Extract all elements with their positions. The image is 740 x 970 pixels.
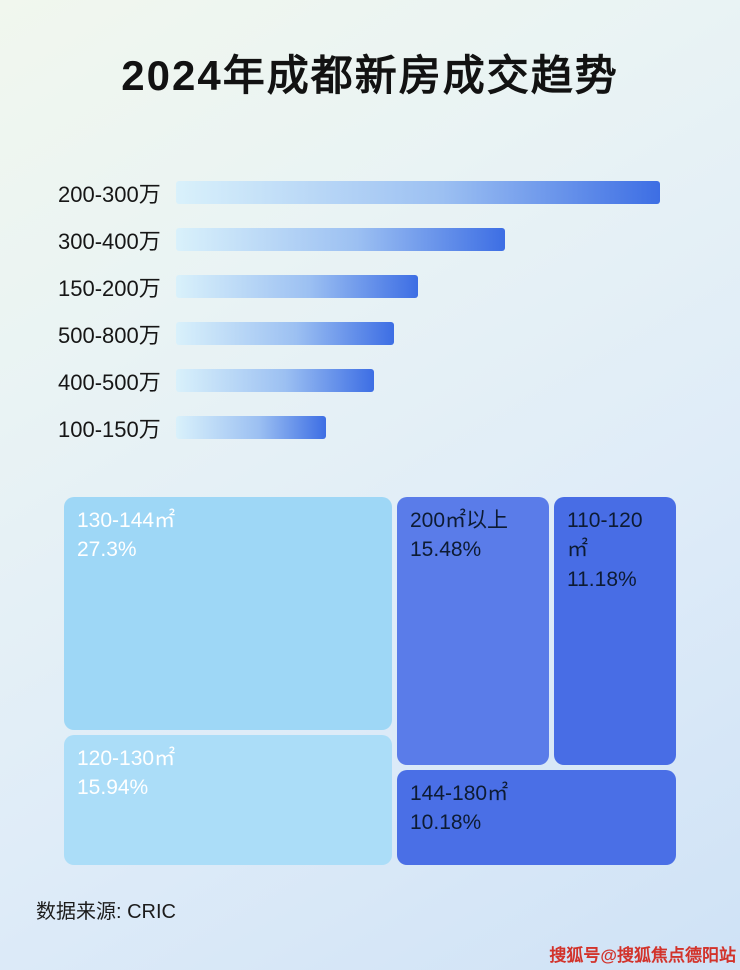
bar (176, 181, 660, 204)
bar-category-label: 200-300万 (58, 181, 161, 207)
bar-row: 300-400万 (58, 216, 660, 263)
bar-track (176, 416, 660, 439)
bar-row: 500-800万 (58, 310, 660, 357)
bar-category-label: 500-800万 (58, 322, 161, 348)
treemap-box-120-130: 120-130㎡ 15.94% (64, 735, 392, 865)
bar-row: 150-200万 (58, 263, 660, 310)
price-band-bar-chart: 200-300万 300-400万 150-200万 500-800万 400-500万… (0, 169, 740, 451)
bar (176, 275, 418, 298)
treemap-label: 110-120㎡ (567, 509, 643, 562)
bar-row: 200-300万 (58, 169, 660, 216)
bar-track (176, 322, 660, 345)
treemap-value: 11.18% (567, 567, 637, 591)
treemap-box-200-plus: 200㎡以上 15.48% (397, 497, 549, 765)
bar-track (176, 228, 660, 251)
treemap-label: 120-130㎡ (77, 747, 176, 770)
bar-category-label: 150-200万 (58, 275, 161, 301)
treemap-label: 130-144㎡ (77, 509, 176, 532)
bar (176, 369, 375, 392)
bar-row: 100-150万 (58, 404, 660, 451)
treemap-value: 10.18% (410, 811, 482, 835)
treemap-box-110-120: 110-120㎡ 11.18% (554, 497, 676, 765)
bar-track (176, 181, 660, 204)
bar-category-label: 100-150万 (58, 416, 161, 442)
bar-category-label: 300-400万 (58, 228, 161, 254)
bar-row: 400-500万 (58, 357, 660, 404)
bar-category-label: 400-500万 (58, 369, 161, 395)
bar (176, 322, 394, 345)
page-title: 2024年成都新房成交趋势 (121, 52, 619, 99)
treemap-label: 200㎡以上 (410, 509, 509, 532)
treemap-box-130-144: 130-144㎡ 27.3% (64, 497, 392, 730)
treemap-value: 15.94% (77, 776, 149, 800)
treemap-value: 27.3% (77, 538, 137, 562)
watermark-text: 搜狐号@搜狐焦点德阳站 (549, 946, 736, 965)
data-source-label: 数据来源: CRIC (36, 901, 176, 923)
treemap-label: 144-180㎡ (410, 782, 509, 805)
bar (176, 228, 506, 251)
area-size-treemap: 130-144㎡ 27.3% 200㎡以上 15.48% 110-120㎡ 11… (64, 497, 676, 865)
bar-track (176, 369, 660, 392)
bar (176, 416, 327, 439)
treemap-value: 15.48% (410, 538, 482, 562)
bar-track (176, 275, 660, 298)
treemap-box-144-180: 144-180㎡ 10.18% (397, 770, 676, 865)
